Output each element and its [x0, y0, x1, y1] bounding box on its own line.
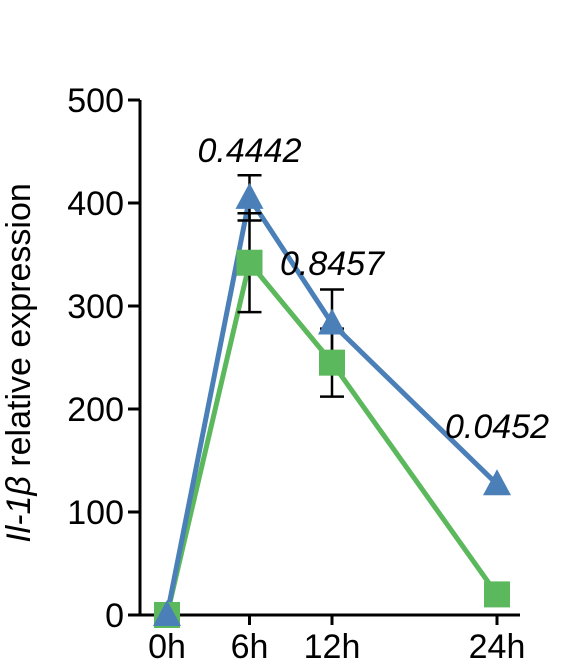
series-markers — [153, 182, 511, 628]
y-tick-label: 0 — [105, 597, 124, 635]
p-value-label: 0.8457 — [280, 245, 385, 283]
y-tick-label: 500 — [67, 82, 124, 120]
axes: 0 100 200 300 400 500 0h 6h 12h 24h — [67, 82, 525, 663]
y-tick-label: 300 — [67, 288, 124, 326]
x-tick-label: 6h — [231, 628, 269, 663]
data-point-square — [236, 249, 263, 276]
y-tick-label: 400 — [67, 185, 124, 223]
x-tick-label: 12h — [304, 628, 361, 663]
data-point-square — [484, 581, 510, 608]
y-axis-label-rest: relative expression — [0, 183, 38, 476]
series-lines — [164, 195, 500, 616]
p-value-label: 0.4442 — [198, 132, 302, 170]
p-value-label: 0.0452 — [445, 408, 549, 446]
x-tick-label: 0h — [148, 628, 186, 663]
y-axis-label-gene: Il-1β — [0, 476, 38, 543]
data-point-triangle — [318, 308, 346, 335]
series-line-square — [164, 260, 500, 616]
annotations: 0.4442 0.8457 0.0452 — [198, 132, 550, 446]
data-point-triangle — [235, 182, 264, 209]
y-tick-label: 100 — [67, 494, 124, 532]
data-point-triangle — [153, 600, 181, 626]
data-point-triangle — [483, 469, 511, 496]
y-axis-label: Il-1β relative expression — [0, 183, 38, 543]
series-line-triangle — [164, 195, 499, 616]
y-tick-label: 200 — [67, 391, 124, 429]
data-point-square — [319, 349, 345, 376]
x-tick-label: 24h — [469, 628, 526, 663]
